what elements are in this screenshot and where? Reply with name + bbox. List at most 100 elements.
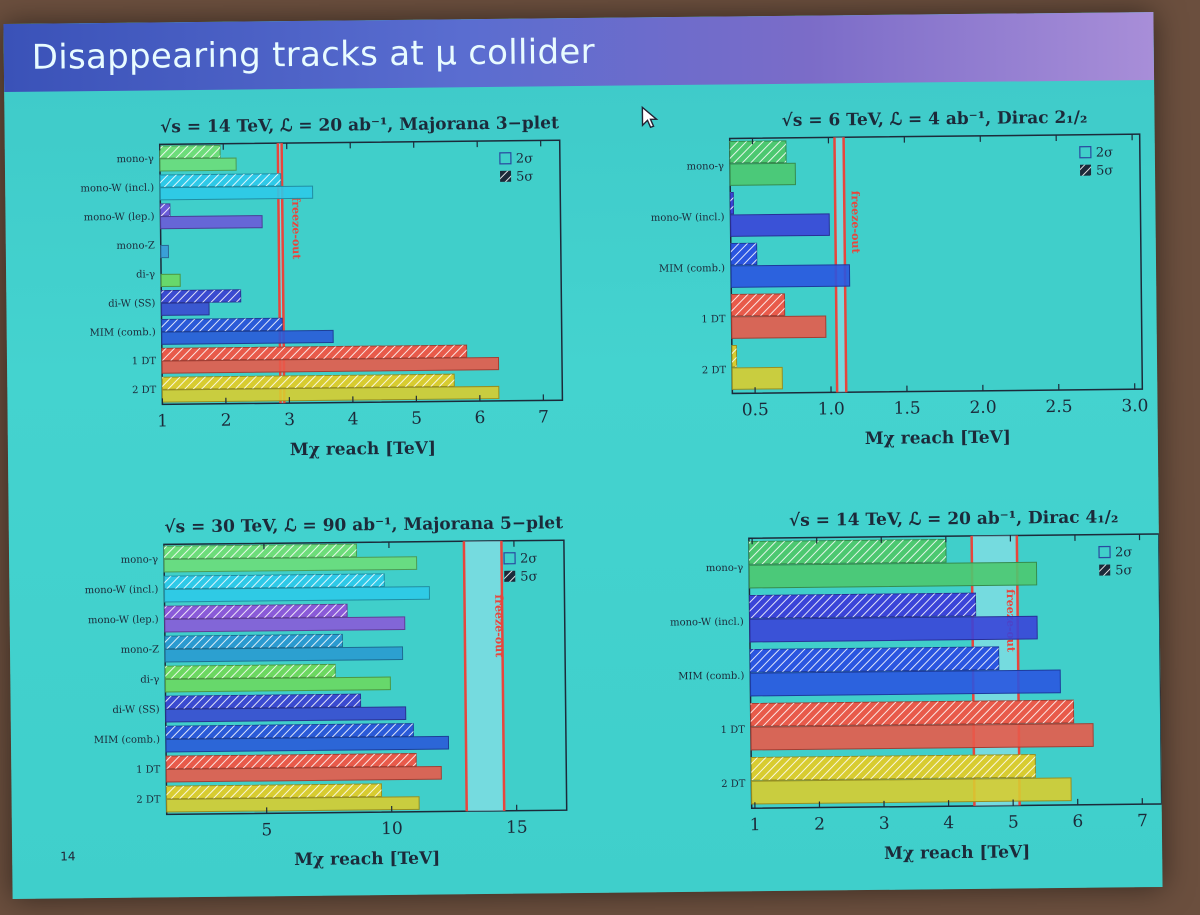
chart-svg: √s = 14 TeV, ℒ = 20 ab⁻¹, Dirac 4₁/₂free… (670, 507, 1163, 864)
category-label: MIM (comb.) (678, 671, 744, 683)
bar-5sigma-hatch (164, 634, 343, 649)
bar-5sigma-hatch (730, 243, 757, 265)
category-label: di-W (SS) (108, 298, 155, 309)
x-tick-label: 2 (814, 814, 825, 834)
category-label: mono-γ (121, 554, 158, 565)
bar-5sigma-hatch (160, 203, 170, 217)
bar-2sigma (164, 646, 404, 663)
x-tick-label: 10 (381, 819, 403, 839)
category-label: 1 DT (132, 356, 157, 367)
x-tick-label: 3 (284, 410, 295, 430)
x-tick-label: 5 (1008, 812, 1019, 832)
category-label: mono-Z (121, 644, 159, 655)
x-tick-label: 1.5 (894, 398, 921, 418)
legend-label: 5σ (1115, 563, 1132, 578)
x-axis-label: Mχ reach [TeV] (865, 428, 1011, 450)
chart-title: √s = 6 TeV, ℒ = 4 ab⁻¹, Dirac 2₁/₂ (782, 108, 1088, 131)
bar-2sigma (749, 615, 1038, 643)
bar-5sigma-hatch (161, 289, 241, 303)
x-tick-label: 1.0 (818, 399, 845, 419)
bar-2sigma (161, 385, 500, 403)
bar-2sigma (159, 215, 263, 230)
bar-5sigma-hatch (164, 604, 348, 619)
x-axis-label: Mχ reach [TeV] (294, 849, 440, 871)
x-tick-label: 7 (538, 407, 549, 427)
legend-swatch-5sigma-hatch (500, 170, 512, 182)
bar-2sigma (160, 302, 210, 316)
legend-label: 2σ (1115, 545, 1132, 560)
bar-5sigma-hatch (166, 783, 382, 799)
bar-2sigma (731, 366, 783, 390)
bar-2sigma (165, 735, 450, 753)
chart-title: √s = 14 TeV, ℒ = 20 ab⁻¹, Dirac 4₁/₂ (789, 507, 1119, 530)
x-axis-label: Mχ reach [TeV] (884, 842, 1030, 864)
legend-label: 2σ (516, 152, 533, 167)
category-label: mono-W (incl.) (670, 617, 744, 629)
bar-2sigma (750, 723, 1094, 751)
chart-title: √s = 30 TeV, ℒ = 90 ab⁻¹, Majorana 5−ple… (164, 513, 563, 537)
x-tick-label: 3 (879, 814, 890, 834)
bar-5sigma-hatch (159, 145, 221, 159)
freeze-out-band (463, 540, 505, 812)
category-label: mono-W (incl.) (651, 212, 725, 224)
legend-swatch-5sigma-hatch (1099, 564, 1111, 576)
freeze-out-line (500, 540, 506, 811)
bar-2sigma (163, 586, 431, 603)
bar-2sigma (164, 616, 406, 633)
bar-5sigma-hatch (165, 723, 414, 739)
bar-2sigma (750, 777, 1072, 805)
category-label: mono-γ (706, 563, 743, 574)
bar-5sigma-hatch (729, 140, 787, 163)
category-label: mono-W (lep.) (88, 614, 159, 626)
category-label: MIM (comb.) (659, 263, 725, 275)
bar-5sigma-hatch (166, 753, 417, 769)
x-tick-label: 3.0 (1121, 396, 1148, 416)
category-label: di-γ (136, 269, 155, 280)
category-label: 2 DT (132, 385, 157, 396)
bar-5sigma-hatch (731, 293, 785, 316)
x-tick-label: 15 (506, 818, 528, 838)
chart-svg: √s = 6 TeV, ℒ = 4 ab⁻¹, Dirac 2₁/₂ freeze… (651, 108, 1149, 450)
freeze-out-label: freeze-out (289, 197, 303, 261)
legend-label: 5σ (520, 569, 537, 584)
slide-title: Disappearing tracks at μ collider (31, 31, 596, 78)
x-tick-label: 6 (1072, 812, 1083, 832)
page-number: 14 (60, 849, 76, 864)
x-tick-label: 2 (221, 411, 232, 431)
legend-swatch-5sigma-hatch (1079, 164, 1092, 176)
bar-2sigma (749, 669, 1061, 697)
bar-5sigma-hatch (161, 318, 283, 332)
bar-5sigma-hatch (748, 539, 947, 565)
bar-2sigma (748, 561, 1038, 589)
category-label: 2 DT (136, 794, 161, 805)
x-tick-label: 1 (157, 411, 168, 431)
category-label: mono-W (incl.) (85, 584, 159, 596)
category-label: MIM (comb.) (94, 734, 160, 746)
category-label: MIM (comb.) (90, 327, 156, 339)
legend-label: 2σ (1096, 145, 1113, 160)
legend-label: 5σ (1096, 163, 1113, 178)
bar-5sigma-hatch (750, 646, 999, 673)
chart-title: √s = 14 TeV, ℒ = 20 ab⁻¹, Majorana 3−ple… (160, 113, 559, 137)
freeze-out-line (462, 541, 468, 812)
x-tick-label: 7 (1137, 811, 1148, 831)
category-label: 2 DT (721, 779, 746, 790)
freeze-out-label: freeze-out (492, 594, 506, 658)
category-label: mono-W (incl.) (80, 183, 154, 195)
bar-5sigma-hatch (162, 374, 455, 390)
chart-svg: √s = 30 TeV, ℒ = 90 ab⁻¹, Majorana 5−ple… (85, 513, 568, 871)
chart-majorana-5plet: √s = 30 TeV, ℒ = 90 ab⁻¹, Majorana 5−ple… (85, 500, 592, 899)
bar-5sigma-hatch (731, 345, 737, 367)
legend-swatch-5sigma-hatch (504, 570, 516, 582)
chart-dirac-4: √s = 14 TeV, ℒ = 20 ab⁻¹, Dirac 4₁/₂free… (648, 494, 1163, 899)
bar-5sigma-hatch (730, 192, 734, 214)
bar-2sigma (163, 556, 418, 573)
bar-2sigma (729, 213, 830, 237)
bar-5sigma-hatch (751, 754, 1036, 781)
category-label: mono-γ (116, 154, 153, 165)
freeze-out-label: freeze-out (849, 191, 863, 255)
x-tick-label: 5 (411, 409, 422, 429)
bar-5sigma-hatch (161, 345, 467, 361)
bar-2sigma (729, 162, 796, 186)
bar-2sigma (161, 357, 500, 374)
